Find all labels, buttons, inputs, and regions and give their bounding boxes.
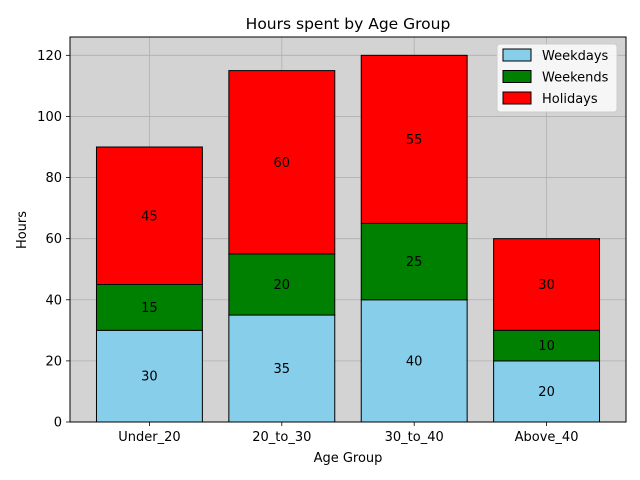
legend-swatch — [502, 91, 532, 105]
bar-value-label: 10 — [538, 339, 555, 354]
bar-weekdays — [95, 329, 203, 423]
bars-group — [95, 54, 601, 423]
bar-value-label: 20 — [274, 278, 291, 293]
y-tick-label: 40 — [45, 293, 62, 308]
x-tick-label: Above_40 — [515, 430, 579, 445]
legend-label: Weekdays — [542, 49, 609, 64]
x-tick-label: 30_to_40 — [385, 430, 444, 445]
y-tick-label: 20 — [45, 354, 62, 369]
bar-value-label: 25 — [406, 255, 423, 270]
axes-group — [69, 36, 627, 423]
bar-weekends — [228, 253, 336, 316]
bar-weekdays — [360, 299, 468, 423]
bar-value-label: 30 — [141, 370, 158, 385]
bar-weekends — [95, 284, 203, 331]
y-axis-title: Hours — [15, 211, 30, 249]
bar-value-label: 20 — [538, 385, 555, 400]
y-tick-label: 80 — [45, 171, 62, 186]
bar-value-label: 15 — [141, 301, 158, 316]
x-axis-title: Age Group — [314, 451, 383, 466]
y-tick-label: 120 — [37, 49, 62, 64]
bar-weekdays — [228, 314, 336, 423]
y-tick-label: 0 — [54, 416, 62, 431]
legend-swatch — [502, 48, 532, 62]
legend-label: Weekends — [542, 71, 609, 86]
bar-holidays — [493, 238, 601, 331]
x-axis-ticks: Under_20 20_to_30 30_to_40 Above_40 — [118, 422, 578, 445]
bar-holidays — [95, 146, 203, 285]
bar-holidays — [360, 54, 468, 224]
bar-holidays — [228, 70, 336, 255]
bar-value-label: 30 — [538, 278, 555, 293]
legend: Weekdays Weekends Holidays — [496, 43, 618, 113]
bar-weekends — [493, 329, 601, 362]
plot-frame — [69, 36, 627, 423]
x-tick-label: 20_to_30 — [252, 430, 311, 445]
bar-value-label: 45 — [141, 209, 158, 224]
chart-title: Hours spent by Age Group — [246, 15, 451, 33]
y-tick-label: 100 — [37, 110, 62, 125]
bar-value-label: 60 — [274, 156, 291, 171]
legend-label: Holidays — [542, 92, 598, 107]
bar-labels-group: 30 15 45 35 20 60 40 25 55 20 10 30 — [141, 133, 555, 400]
bar-value-label: 55 — [406, 133, 423, 148]
bar-value-label: 40 — [406, 354, 423, 369]
bar-weekdays — [493, 360, 601, 423]
bar-weekends — [360, 222, 468, 301]
bar-value-label: 35 — [274, 362, 291, 377]
y-axis-ticks: 0 20 40 60 80 100 120 — [37, 49, 70, 431]
y-tick-label: 60 — [45, 232, 62, 247]
x-tick-label: Under_20 — [118, 430, 180, 445]
legend-swatch — [502, 70, 532, 83]
